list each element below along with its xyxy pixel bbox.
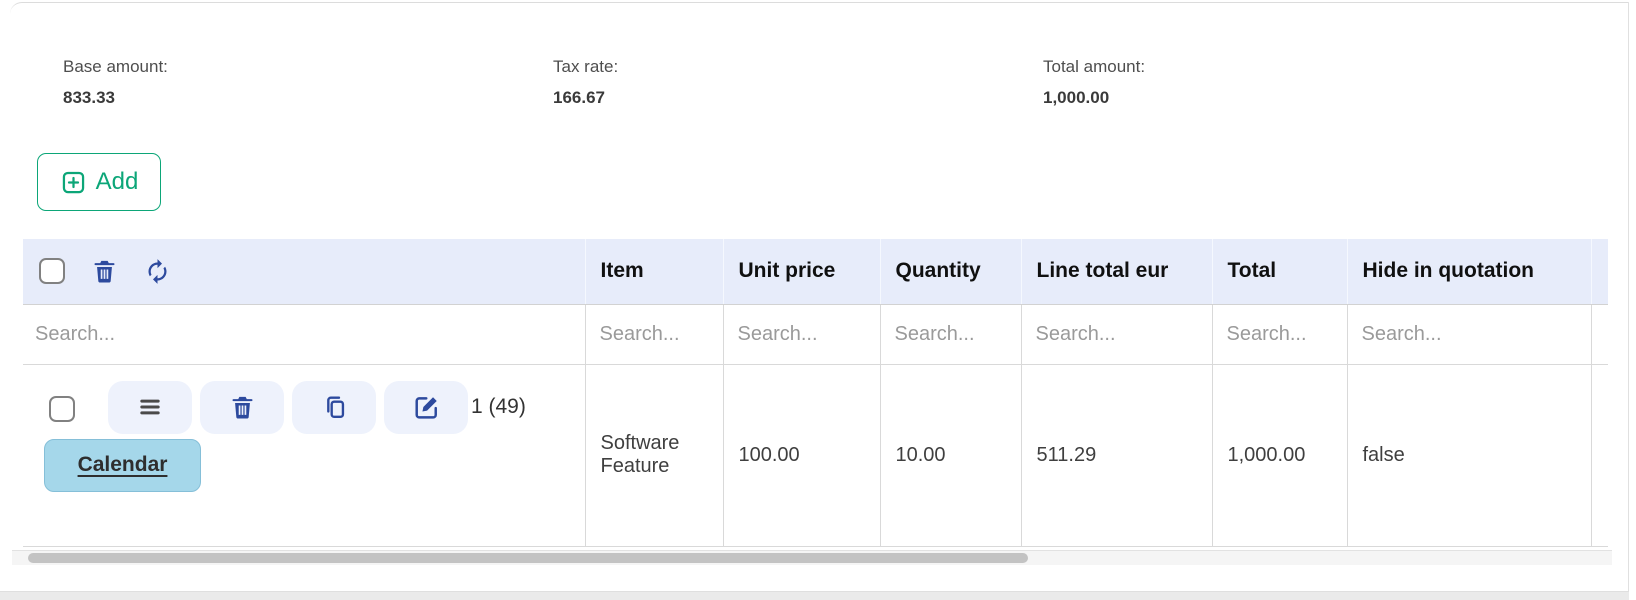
base-amount-label: Base amount: <box>63 57 168 76</box>
tax-rate-field: Tax rate: 166.67 <box>553 57 1043 108</box>
row-button-group <box>108 380 468 434</box>
card: Base amount: 833.33 Tax rate: 166.67 Tot… <box>10 2 1629 591</box>
base-amount-value: 833.33 <box>63 88 115 108</box>
search-input-line-total-eur[interactable] <box>1021 304 1212 364</box>
row-actions-cell: 1 (49) Calendar <box>23 364 586 547</box>
table-header-row: Item Unit price Quantity Line total eur … <box>23 239 1608 305</box>
table-row: 1 (49) Calendar Software Feature 100.00 … <box>23 364 1608 547</box>
bulk-delete-icon[interactable] <box>91 258 118 285</box>
line-items-table: Item Unit price Quantity Line total eur … <box>23 239 1608 547</box>
table-scroll-area: Item Unit price Quantity Line total eur … <box>23 239 1608 548</box>
page-footer-strip <box>0 591 1629 600</box>
cell-line-total-eur: 511.29 <box>1021 364 1213 547</box>
plus-square-icon <box>60 169 87 196</box>
search-filter-row <box>23 304 1608 365</box>
row-checkbox[interactable] <box>49 395 75 422</box>
cell-item: Software Feature <box>585 364 724 547</box>
search-input-hide-in-quotation[interactable] <box>1347 304 1591 364</box>
search-cell-clipped <box>1591 304 1608 365</box>
add-button-label: Add <box>95 168 139 195</box>
column-header-total[interactable]: Total <box>1212 239 1348 305</box>
column-header-clipped <box>1591 239 1608 305</box>
total-amount-value: 1,000.00 <box>1043 88 1110 108</box>
search-input-item[interactable] <box>585 304 723 364</box>
search-input-actions[interactable] <box>23 304 585 364</box>
select-all-checkbox[interactable] <box>39 258 65 285</box>
row-delete-button[interactable] <box>200 380 284 434</box>
search-input-quantity[interactable] <box>880 304 1021 364</box>
tax-rate-label: Tax rate: <box>553 57 619 76</box>
column-header-hide-in-quotation[interactable]: Hide in quotation <box>1347 239 1592 305</box>
cell-clipped <box>1591 364 1608 547</box>
cell-unit-price: 100.00 <box>723 364 881 547</box>
row-count-badge: 1 (49) <box>471 394 526 418</box>
column-header-unit-price[interactable]: Unit price <box>723 239 881 305</box>
search-input-total[interactable] <box>1212 304 1347 364</box>
base-amount-field: Base amount: 833.33 <box>63 57 553 108</box>
calendar-button[interactable]: Calendar <box>44 438 201 492</box>
edit-pencil-icon <box>413 394 440 421</box>
actions-header-cell <box>23 239 586 305</box>
row-copy-button[interactable] <box>292 380 376 434</box>
recycle-icon[interactable] <box>144 258 171 285</box>
search-input-unit-price[interactable] <box>723 304 880 364</box>
cell-quantity: 10.00 <box>880 364 1022 547</box>
row-menu-button[interactable] <box>108 380 192 434</box>
horizontal-scrollbar[interactable] <box>12 550 1612 565</box>
tax-rate-value: 166.67 <box>553 88 605 108</box>
trash-icon <box>229 394 256 421</box>
add-button[interactable]: Add <box>37 153 161 211</box>
copy-icon <box>321 394 348 421</box>
totals-summary: Base amount: 833.33 Tax rate: 166.67 Tot… <box>63 57 1533 108</box>
total-amount-field: Total amount: 1,000.00 <box>1043 57 1533 108</box>
column-header-item[interactable]: Item <box>585 239 724 305</box>
scrollbar-thumb[interactable] <box>28 553 1028 563</box>
total-amount-label: Total amount: <box>1043 57 1146 76</box>
calendar-button-label: Calendar <box>77 453 168 476</box>
cell-hide-in-quotation: false <box>1347 364 1592 547</box>
row-edit-button[interactable] <box>384 380 468 434</box>
hamburger-menu-icon <box>136 393 164 421</box>
column-header-quantity[interactable]: Quantity <box>880 239 1022 305</box>
cell-total: 1,000.00 <box>1212 364 1348 547</box>
column-header-line-total-eur[interactable]: Line total eur <box>1021 239 1213 305</box>
